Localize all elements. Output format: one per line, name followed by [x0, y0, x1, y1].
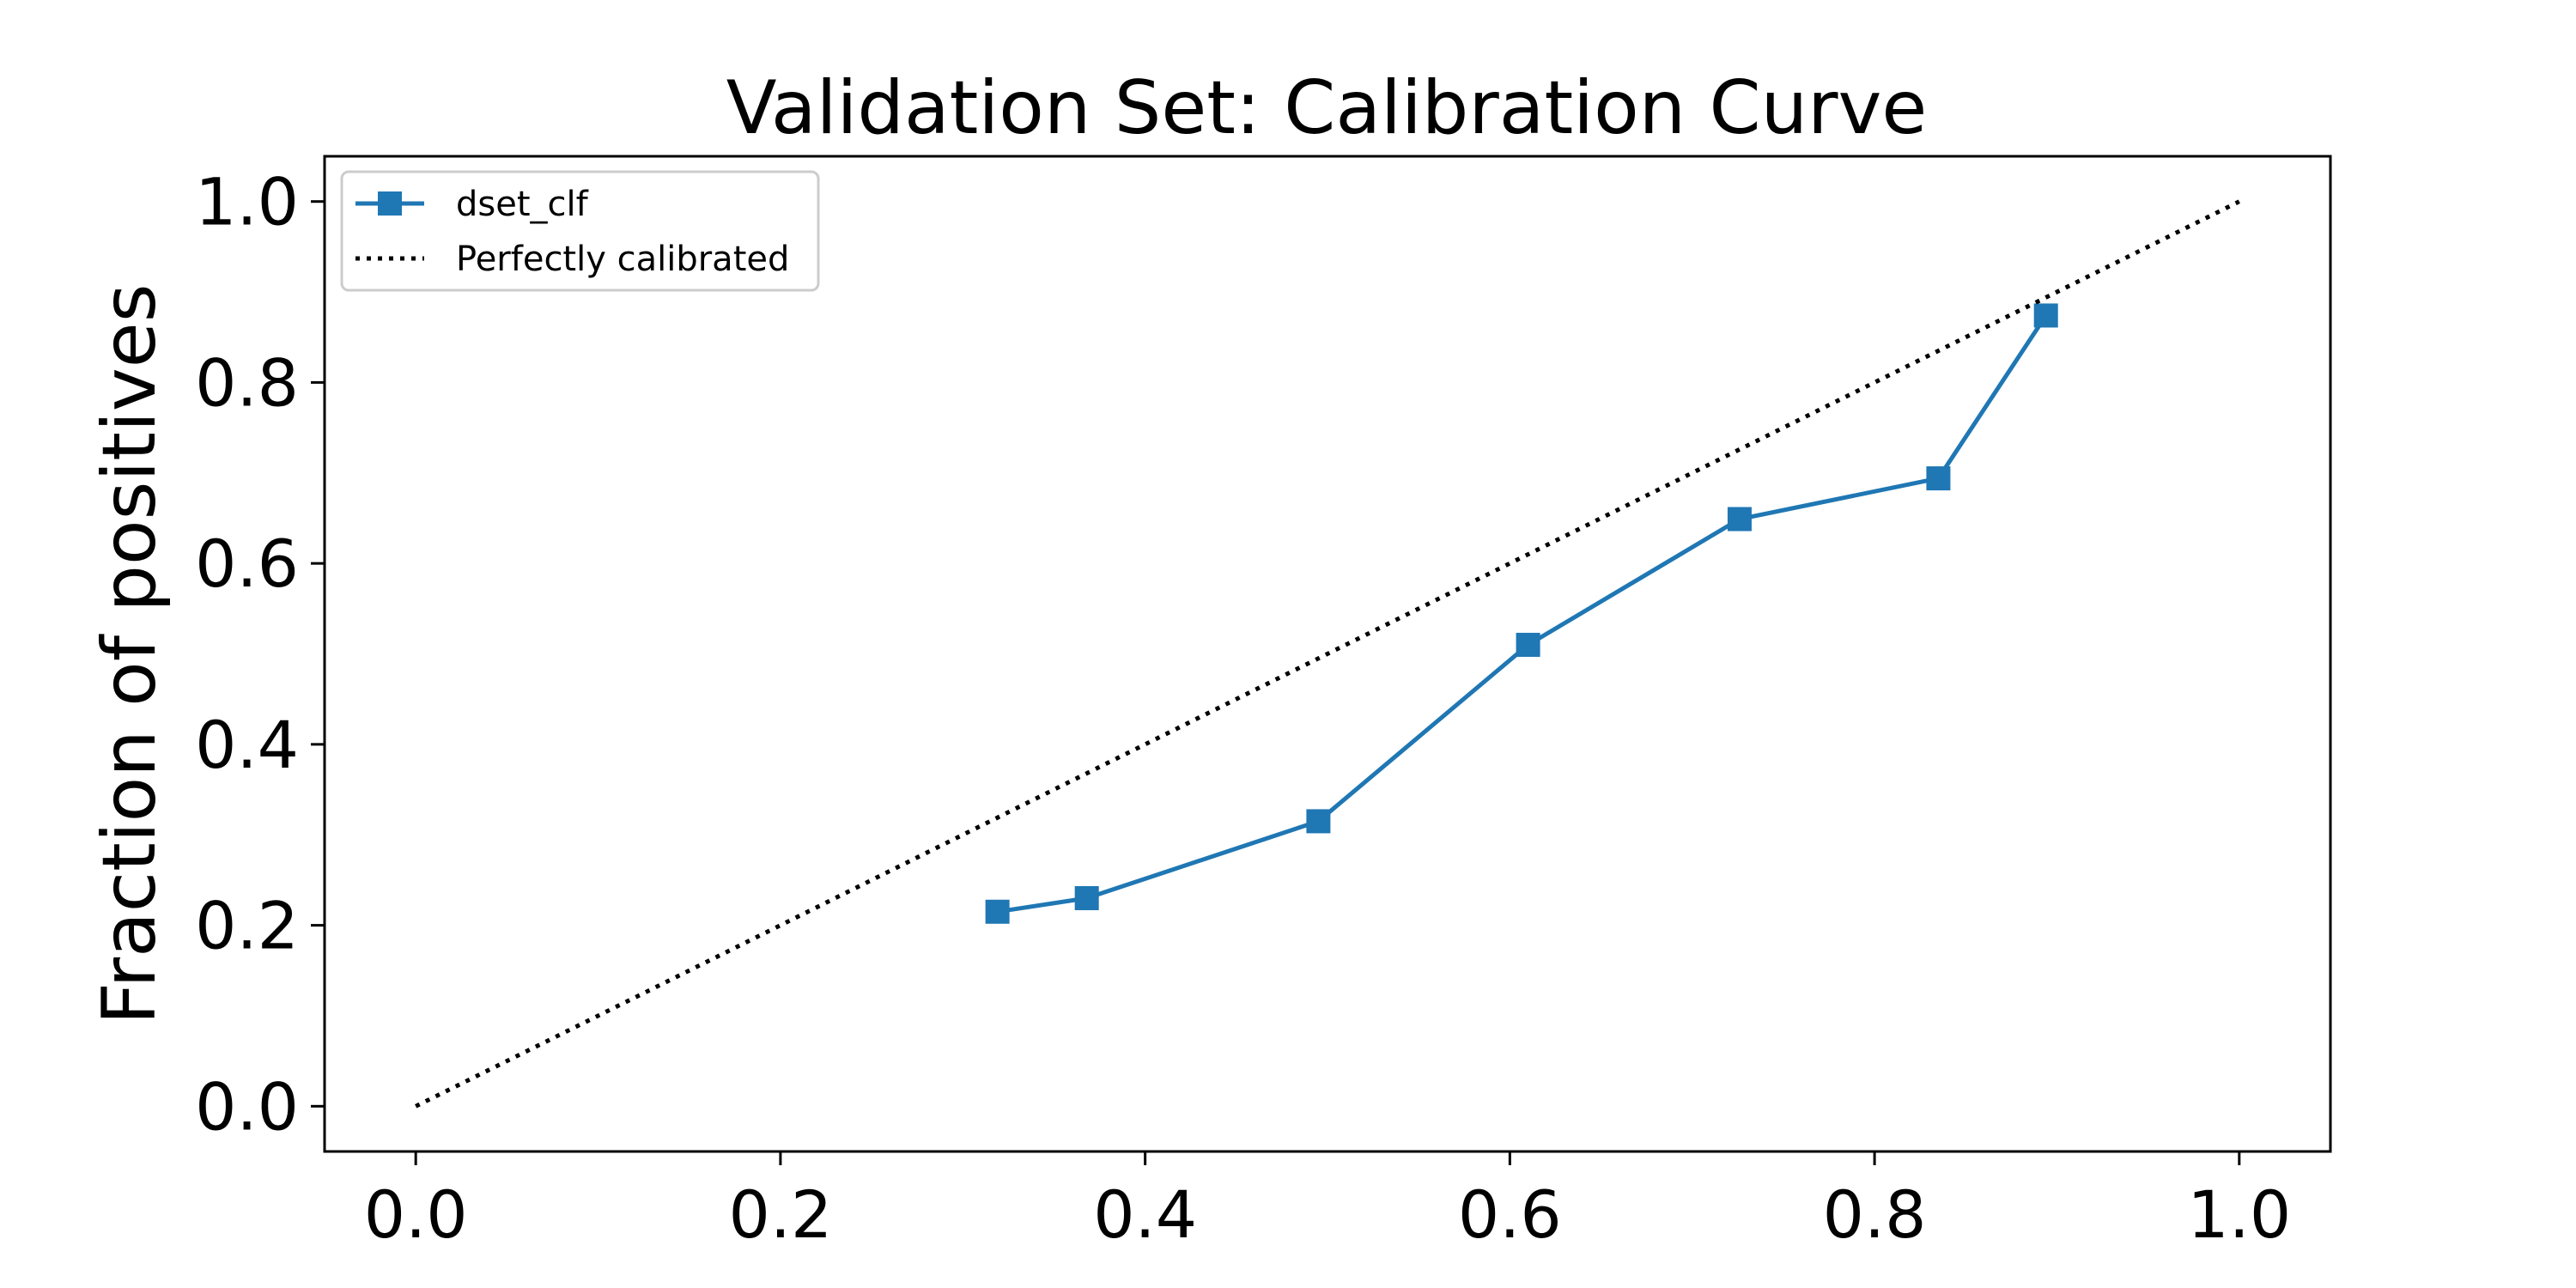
reference-line: [415, 199, 2240, 1109]
x-tick-label: 0.2: [728, 1176, 832, 1253]
x-tick-label: 0.6: [1458, 1176, 1562, 1253]
y-tick-label: 0.4: [195, 707, 299, 783]
x-tick-label: 0.4: [1093, 1176, 1197, 1253]
plot-frame: [323, 155, 2332, 1153]
data-point: [1306, 809, 1331, 834]
data-point: [1516, 632, 1540, 657]
y-tick-label: 0.8: [195, 344, 299, 421]
plot-area: 0.0 0.2 0.4 0.6 0.8 1.0 0.0 0.2 0.4 0.6 0.8 1.0: [195, 164, 2291, 1253]
data-point: [2033, 303, 2058, 328]
data-point: [1926, 466, 1951, 491]
legend-marker: [378, 191, 402, 216]
x-tick-label: 1.0: [2187, 1176, 2291, 1253]
legend-label: Perfectly calibrated: [456, 240, 789, 279]
x-tick-label: 0.0: [364, 1176, 468, 1253]
data-point: [1074, 885, 1099, 910]
y-tick-label: 1.0: [195, 164, 299, 240]
data-point: [1727, 507, 1752, 532]
y-tick-label: 0.2: [195, 888, 299, 964]
series-line: [997, 314, 2048, 914]
chart-title: Validation Set: Calibration Curve: [726, 65, 1928, 151]
legend-box: [340, 170, 820, 292]
x-tick-label: 0.8: [1823, 1176, 1927, 1253]
y-tick-label: 0.0: [195, 1068, 299, 1145]
legend: dset_clf Perfectly calibrated: [340, 170, 820, 292]
y-axis-label: Fraction of positives: [87, 284, 173, 1025]
data-point: [985, 899, 1010, 924]
y-tick-label: 0.6: [195, 526, 299, 602]
legend-label: dset_clf: [456, 185, 589, 224]
